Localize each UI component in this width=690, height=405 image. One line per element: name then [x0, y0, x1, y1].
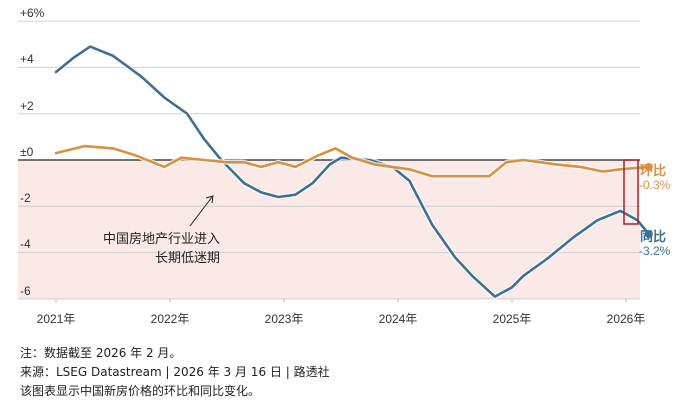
x-tick: 2024年	[378, 312, 418, 326]
annotation: 中国房地产行业进入 长期低迷期	[70, 230, 220, 268]
mom-legend-label: 环比	[640, 164, 667, 179]
annotation-line-2: 长期低迷期	[154, 251, 220, 266]
price-change-chart: +6% +4 +2 ±0 -2 -4 -6 2021年 2022年 2023年 …	[18, 6, 671, 326]
x-tick: 2026年	[606, 312, 646, 326]
y-tick: -6	[20, 284, 31, 298]
description-line: 该图表显示中国新房价格的环比和同比变化。	[20, 384, 261, 398]
y-tick: +2	[20, 99, 34, 113]
yoy-legend-value: -3.2%	[639, 244, 671, 258]
x-tick: 2025年	[492, 312, 532, 326]
x-tick: 2022年	[150, 312, 190, 326]
y-tick: ±0	[20, 145, 34, 159]
x-tick: 2021年	[36, 312, 76, 326]
x-tick: 2023年	[264, 312, 304, 326]
annotation-line-1: 中国房地产行业进入	[102, 232, 220, 247]
chart-notes: 注：数据截至 2026 年 2 月。 来源：LSEG Datastream | …	[20, 344, 330, 401]
y-tick: -2	[20, 191, 31, 205]
line-plot	[18, 20, 653, 303]
source-line: 来源：LSEG Datastream | 2026 年 3 月 16 日 | 路…	[20, 365, 330, 379]
y-tick: +4	[20, 52, 34, 66]
y-tick: +6%	[20, 6, 45, 20]
y-tick: -4	[20, 237, 31, 251]
note-line: 注：数据截至 2026 年 2 月。	[20, 346, 182, 360]
yoy-legend-label: 同比	[640, 230, 667, 245]
mom-legend-value: -0.3%	[639, 178, 671, 192]
